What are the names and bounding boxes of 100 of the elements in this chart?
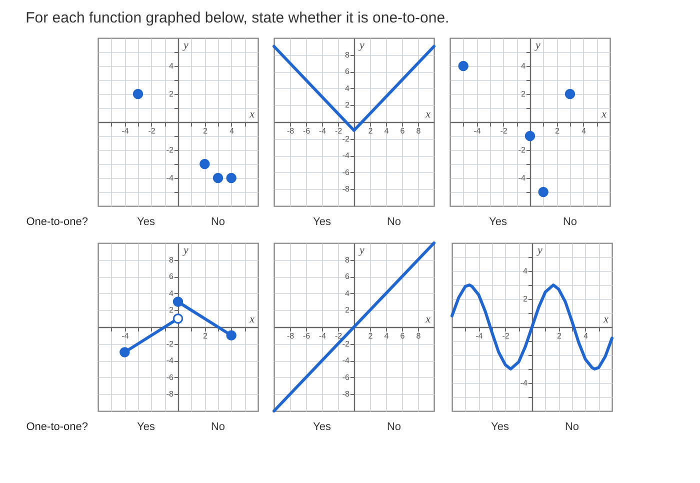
x-tick-label: 8: [416, 332, 422, 340]
x-tick-label: -6: [302, 332, 311, 340]
x-tick-label: -8: [286, 126, 295, 136]
x-axis-title: x: [424, 314, 431, 326]
y-tick-label: -6: [342, 168, 350, 177]
x-tick-label: -4: [474, 126, 482, 136]
x-tick-label: 8: [416, 126, 422, 136]
x-axis-title: x: [602, 314, 609, 326]
point: [226, 330, 236, 341]
text: Yes: [137, 216, 156, 228]
point: [564, 88, 576, 100]
point: [172, 296, 184, 307]
x-tick-label: 2: [556, 332, 562, 340]
x-tick-label: -6: [302, 126, 311, 136]
x-axis-title: x: [248, 314, 255, 326]
x-tick-label: -2: [334, 332, 343, 340]
x-tick-label: 2: [202, 332, 208, 340]
y-tick-label: 4: [521, 62, 526, 70]
text: One-to-one?: [26, 421, 88, 433]
text: Yes: [491, 421, 510, 433]
point: [200, 158, 210, 170]
y-tick-label: 8: [345, 255, 350, 264]
text: No: [210, 216, 226, 228]
point: [172, 313, 184, 324]
x-axis-title: x: [600, 108, 607, 120]
x-tick-label: 2: [202, 126, 208, 136]
y-tick-label: 4: [345, 288, 350, 298]
y-tick-label: 4: [345, 84, 350, 93]
y-tick-label: 4: [169, 62, 174, 70]
point: [132, 88, 144, 100]
y-tick-label: -4: [518, 174, 526, 182]
x-tick-label: -4: [122, 126, 130, 136]
x-tick-label: -4: [122, 332, 130, 340]
x-axis-title: x: [248, 108, 255, 120]
point: [226, 172, 236, 184]
y-tick-label: 2: [345, 306, 350, 315]
text: No: [386, 421, 402, 433]
y-axis-title: y: [534, 40, 540, 52]
y-axis-title: y: [358, 40, 364, 52]
text: Yes: [313, 216, 332, 228]
x-tick-label: -8: [286, 332, 295, 340]
y-tick-label: 4: [169, 288, 174, 298]
x-tick-label: 6: [400, 332, 406, 340]
x-tick-label: -2: [148, 126, 156, 136]
y-tick-label: -4: [166, 174, 174, 182]
x-tick-label: 2: [554, 126, 560, 136]
text: No: [210, 421, 226, 433]
y-tick-label: 2: [169, 90, 174, 98]
y-tick-label: -8: [342, 184, 350, 194]
y-tick-label: -2: [166, 339, 174, 348]
point: [524, 130, 536, 142]
point: [538, 186, 548, 198]
y-tick-label: 2: [345, 100, 350, 110]
y-tick-label: -2: [518, 146, 526, 154]
x-tick-label: -2: [334, 126, 343, 136]
x-tick-label: 4: [384, 126, 390, 136]
x-tick-label: 4: [582, 126, 587, 136]
point: [120, 347, 130, 358]
y-tick-label: -8: [166, 390, 174, 399]
y-tick-label: -4: [166, 356, 174, 366]
x-tick-label: -4: [318, 126, 327, 136]
y-tick-label: 6: [345, 272, 350, 282]
x-tick-label: -2: [500, 126, 508, 136]
text: No: [564, 421, 580, 433]
point: [212, 172, 224, 184]
y-tick-label: -4: [342, 356, 350, 366]
x-tick-label: -2: [502, 332, 510, 340]
x-tick-label: -4: [476, 332, 484, 340]
y-axis-title: y: [182, 40, 188, 52]
point: [458, 60, 468, 72]
x-tick-label: -4: [318, 332, 327, 340]
x-tick-label: 4: [230, 126, 235, 136]
x-tick-label: 2: [368, 126, 374, 136]
y-axis-title: y: [182, 244, 188, 256]
y-tick-label: -6: [342, 372, 350, 382]
y-tick-label: 6: [169, 272, 174, 282]
y-tick-label: 2: [523, 294, 528, 304]
x-tick-label: 4: [384, 332, 390, 340]
x-tick-label: 4: [584, 332, 589, 340]
y-axis-title: y: [358, 244, 364, 256]
line-series: [450, 284, 614, 370]
y-tick-label: 8: [169, 255, 174, 264]
y-tick-label: 4: [523, 266, 528, 276]
text: Yes: [489, 216, 508, 228]
y-tick-label: -8: [342, 390, 350, 399]
text: Yes: [137, 421, 156, 433]
y-tick-label: -4: [520, 378, 528, 388]
text: No: [562, 216, 578, 228]
y-tick-label: -4: [342, 151, 350, 160]
y-tick-label: -2: [342, 134, 350, 144]
text: No: [386, 216, 402, 228]
y-tick-label: -2: [342, 339, 350, 348]
x-axis-title: x: [424, 108, 431, 120]
x-tick-label: 2: [368, 332, 374, 340]
y-tick-label: -6: [166, 372, 174, 382]
text: Yes: [313, 421, 332, 433]
chart-title: For each function graphed below, state whether it is one-to-one.: [26, 9, 450, 26]
y-axis-title: y: [536, 244, 542, 256]
y-tick-label: -2: [166, 146, 174, 154]
y-tick-label: 2: [169, 306, 174, 315]
